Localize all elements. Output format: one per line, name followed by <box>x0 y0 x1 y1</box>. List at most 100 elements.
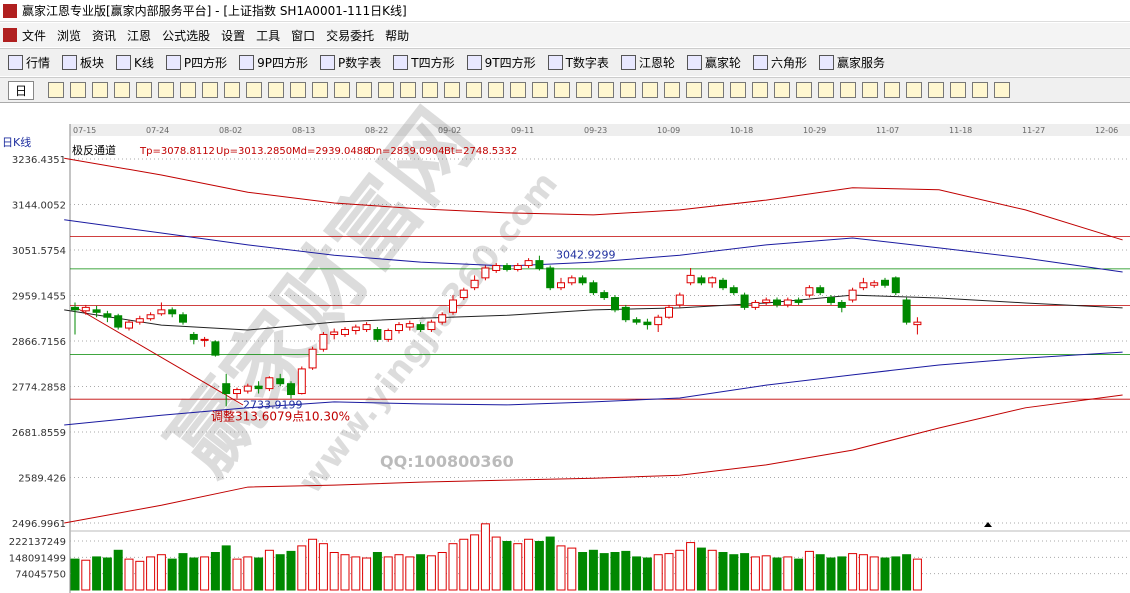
toolbar-button[interactable]: 行情 <box>8 54 50 71</box>
toolbar-button[interactable]: T四方形 <box>393 54 455 71</box>
menu-item[interactable]: 公式选股 <box>162 28 211 43</box>
tool-icon[interactable] <box>840 82 857 98</box>
tool-icon[interactable] <box>268 82 285 98</box>
tool-icon[interactable] <box>356 82 373 98</box>
menu-item[interactable]: 窗口 <box>291 28 316 43</box>
volume-bar <box>70 558 80 591</box>
candle-body <box>135 318 144 323</box>
candle-body <box>265 377 274 390</box>
toolbar-button[interactable]: 赢家服务 <box>818 54 885 71</box>
candle-body <box>870 282 879 286</box>
tool-icon[interactable] <box>488 82 505 98</box>
toolbar-button[interactable]: P数字表 <box>320 54 381 71</box>
y-tick-label: 3236.4351 <box>12 155 66 166</box>
candle-body <box>686 274 695 284</box>
tool-icon[interactable] <box>92 82 109 98</box>
tool-icon[interactable] <box>334 82 351 98</box>
tool-icon[interactable] <box>708 82 725 98</box>
tool-icon[interactable] <box>950 82 967 98</box>
toolbar-button[interactable]: P四方形 <box>165 54 227 71</box>
tool-icon[interactable] <box>224 82 241 98</box>
volume-bar <box>750 556 760 591</box>
menu-item[interactable]: 资讯 <box>92 28 117 43</box>
volume-bar <box>340 554 350 591</box>
menu-item[interactable]: 江恩 <box>127 28 152 43</box>
tool-icon[interactable] <box>752 82 769 98</box>
tool-icon[interactable] <box>48 82 65 98</box>
tool-icon[interactable] <box>378 82 395 98</box>
volume-bar <box>383 556 393 591</box>
volume-bar <box>675 549 685 591</box>
toolbar-button[interactable]: 9T四方形 <box>466 54 536 71</box>
toolbar-button[interactable]: K线 <box>116 54 154 71</box>
volume-bar <box>416 554 426 591</box>
tool-icon[interactable] <box>422 82 439 98</box>
tool-icon[interactable] <box>972 82 989 98</box>
tool-icon[interactable] <box>730 82 747 98</box>
candle-body <box>881 279 889 286</box>
candle-body <box>200 338 209 341</box>
tool-icon[interactable] <box>642 82 659 98</box>
tool-icon[interactable] <box>796 82 813 98</box>
tool-icon[interactable] <box>312 82 329 98</box>
candle-body <box>773 299 781 306</box>
tool-icon[interactable] <box>774 82 791 98</box>
volume-bar <box>599 553 609 591</box>
tool-icon[interactable] <box>554 82 571 98</box>
toolbar-button[interactable]: 赢家轮 <box>686 54 741 71</box>
app-icon <box>3 3 17 18</box>
tool-icon[interactable] <box>818 82 835 98</box>
tool-icon[interactable] <box>158 82 175 98</box>
candle-body <box>902 299 911 323</box>
volume-bar <box>308 538 318 591</box>
button-label: 赢家轮 <box>704 56 741 70</box>
toolbar-button[interactable]: T数字表 <box>547 54 609 71</box>
candle-body <box>513 265 522 270</box>
tool-icon[interactable] <box>994 82 1011 98</box>
tool-icon[interactable] <box>620 82 637 98</box>
menu-item[interactable]: 帮助 <box>385 28 410 43</box>
menu-item[interactable]: 工具 <box>256 28 281 43</box>
tool-icon[interactable] <box>686 82 703 98</box>
period-select[interactable]: 日 <box>8 80 35 100</box>
tool-icon[interactable] <box>444 82 461 98</box>
tool-icon[interactable] <box>906 82 923 98</box>
toolbar-button[interactable]: 江恩轮 <box>620 54 675 71</box>
menu-item[interactable]: 文件 <box>22 28 47 43</box>
menu-item[interactable]: 交易委托 <box>326 28 375 43</box>
tool-icon[interactable] <box>466 82 483 98</box>
volume-bar <box>524 538 534 591</box>
tool-icon[interactable] <box>136 82 153 98</box>
tool-icon[interactable] <box>576 82 593 98</box>
indicator-value: Bt=2748.5332 <box>444 146 517 157</box>
tool-icon[interactable] <box>510 82 527 98</box>
tool-icon[interactable] <box>862 82 879 98</box>
candle-body <box>243 385 252 392</box>
tool-icon[interactable] <box>532 82 549 98</box>
button-icon <box>62 55 78 70</box>
date-label: 10-18 <box>730 126 753 135</box>
app-icon <box>3 28 17 42</box>
tool-icon[interactable] <box>884 82 901 98</box>
tool-icon[interactable] <box>180 82 197 98</box>
tool-icon[interactable] <box>290 82 307 98</box>
candle-body <box>524 260 533 267</box>
tool-icon[interactable] <box>202 82 219 98</box>
toolbar-button[interactable]: 板块 <box>62 54 104 71</box>
tool-icon[interactable] <box>928 82 945 98</box>
tool-icon[interactable] <box>400 82 417 98</box>
toolbar-button[interactable]: 9P四方形 <box>239 54 308 71</box>
tool-icon[interactable] <box>598 82 615 98</box>
button-label: K线 <box>134 56 154 70</box>
tool-icon[interactable] <box>70 82 87 98</box>
menu-item[interactable]: 浏览 <box>57 28 82 43</box>
tool-icon[interactable] <box>664 82 681 98</box>
tool-icon[interactable] <box>114 82 131 98</box>
toolbar-button[interactable]: 六角形 <box>752 54 807 71</box>
candle-body <box>675 294 684 306</box>
menu-item[interactable]: 设置 <box>221 28 246 43</box>
tool-icon[interactable] <box>246 82 263 98</box>
button-label: 9T四方形 <box>484 56 536 70</box>
candle-body <box>81 306 90 312</box>
candle-body <box>708 277 717 284</box>
